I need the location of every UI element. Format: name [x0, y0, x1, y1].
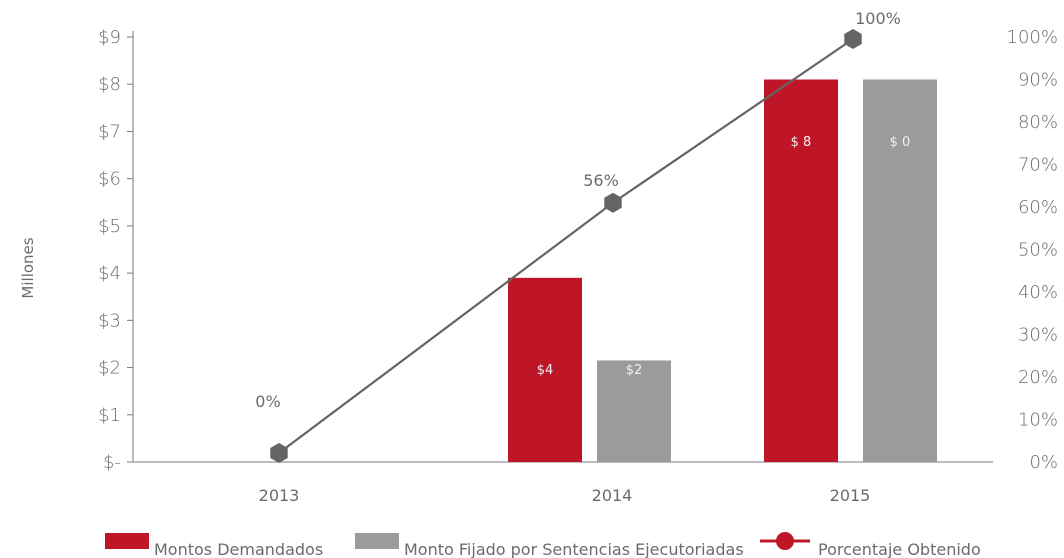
right-tick-label: 30% [1018, 325, 1058, 346]
legend-label: Monto Fijado por Sentencias Ejecutoriada… [404, 540, 744, 558]
right-tick-label: 100% [1007, 27, 1058, 48]
right-tick-label: 0% [1029, 452, 1058, 473]
legend-label: Montos Demandados [154, 540, 323, 558]
x-tick-label: 2015 [830, 486, 871, 505]
bar [597, 360, 671, 462]
bar [508, 277, 582, 462]
bar-data-label: $4 [537, 363, 554, 378]
bar [863, 79, 937, 462]
bar-data-label: $2 [626, 363, 643, 378]
x-tick-label: 2013 [259, 486, 300, 505]
legend-swatch-montos-demandados [105, 533, 149, 549]
left-tick-label: $9 [98, 27, 121, 48]
left-tick-label: $4 [98, 263, 121, 284]
line-data-label: 56% [583, 171, 619, 190]
right-tick-label: 70% [1018, 155, 1058, 176]
right-tick-label: 40% [1018, 282, 1058, 303]
line-data-label: 100% [855, 9, 901, 28]
legend-label: Porcentaje Obtenido [818, 540, 981, 558]
left-tick-label: $8 [98, 74, 121, 95]
line-point [270, 443, 288, 463]
bar-data-label: $ 8 [791, 135, 812, 150]
bar-data-label: $ 0 [890, 135, 911, 150]
left-tick-label: $5 [98, 216, 121, 237]
y-axis-label: Millones [19, 237, 37, 298]
right-tick-label: 60% [1018, 197, 1058, 218]
right-tick-label: 50% [1018, 240, 1058, 261]
legend-swatch-monto-fijado [355, 533, 399, 549]
left-tick-label: $3 [98, 310, 121, 331]
right-tick-label: 80% [1018, 112, 1058, 133]
bar [764, 79, 838, 462]
right-tick-label: 20% [1018, 367, 1058, 388]
line-point [844, 29, 862, 49]
left-tick-label: $6 [98, 169, 121, 190]
right-tick-label: 90% [1018, 70, 1058, 91]
left-tick-label: $7 [98, 121, 121, 142]
x-tick-label: 2014 [592, 486, 633, 505]
line-data-label: 0% [255, 392, 280, 411]
left-tick-label: $2 [98, 358, 121, 379]
legend-marker-porcentaje [776, 532, 794, 550]
right-tick-label: 10% [1018, 410, 1058, 431]
left-tick-label: $- [103, 452, 121, 473]
line-point [604, 192, 622, 213]
left-tick-label: $1 [98, 405, 121, 426]
